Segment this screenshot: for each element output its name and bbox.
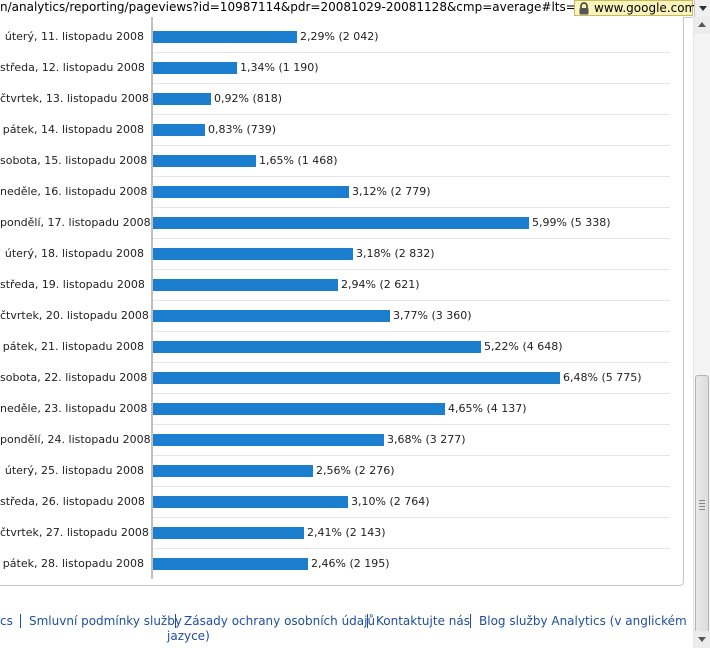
site-domain: www.google.com — [594, 1, 697, 15]
chart-bar[interactable] — [153, 93, 211, 105]
bar-value-label: 1,65% (1 468) — [259, 154, 338, 167]
category-label: pátek, 28. listopadu 2008 — [2, 557, 144, 570]
chart-bar[interactable] — [153, 310, 390, 322]
category-label: neděle, 23. listopadu 2008 — [0, 402, 148, 415]
category-label: úterý, 11. listopadu 2008 — [4, 30, 144, 43]
grip-line — [699, 500, 705, 501]
footer-link-terms[interactable]: Smluvní podmínky služby — [29, 614, 182, 628]
footer: cs Smluvní podmínky služby Zásady ochran… — [0, 600, 693, 648]
category-label: čtvrtek, 20. listopadu 2008 — [0, 309, 149, 322]
bar-value-label: 3,10% (2 764) — [351, 495, 430, 508]
category-label: pondělí, 24. listopadu 2008 — [0, 433, 151, 446]
address-dropdown-button[interactable] — [694, 0, 710, 17]
grip-line — [699, 506, 705, 507]
chart-bar[interactable] — [153, 124, 205, 136]
category-label: úterý, 25. listopadu 2008 — [4, 464, 144, 477]
bar-value-label: 4,65% (4 137) — [448, 402, 527, 415]
bar-value-label: 2,41% (2 143) — [307, 526, 386, 539]
chart-bar[interactable] — [153, 527, 304, 539]
chart-bar[interactable] — [153, 217, 529, 229]
footer-separator — [470, 614, 471, 628]
chart-bar[interactable] — [153, 31, 297, 43]
footer-link-contact[interactable]: Kontaktujte nás — [376, 614, 470, 628]
grip-line — [699, 509, 705, 510]
report-panel: úterý, 11. listopadu 2008 2,29% (2 042) st… — [0, 17, 684, 586]
bar-value-label: 1,34% (1 190) — [240, 61, 319, 74]
chart-bar[interactable] — [153, 155, 256, 167]
lock-icon — [579, 2, 589, 15]
footer-link-blog[interactable]: Blog služby Analytics (v anglickém — [479, 614, 687, 628]
vertical-scrollbar[interactable] — [693, 17, 710, 648]
grip-line — [699, 503, 705, 504]
category-label: úterý, 18. listopadu 2008 — [4, 247, 144, 260]
chart-bar[interactable] — [153, 341, 481, 353]
bar-value-label: 0,83% (739) — [208, 123, 277, 136]
chart-bar[interactable] — [153, 403, 445, 415]
bar-value-label: 2,56% (2 276) — [316, 464, 395, 477]
bar-value-label: 5,22% (4 648) — [484, 340, 563, 353]
category-label: pátek, 21. listopadu 2008 — [2, 340, 144, 353]
category-label: čtvrtek, 27. listopadu 2008 — [0, 526, 149, 539]
bar-value-label: 3,18% (2 832) — [356, 247, 435, 260]
chart-bar[interactable] — [153, 372, 560, 384]
footer-separator — [367, 614, 368, 628]
category-label: pátek, 14. listopadu 2008 — [2, 123, 144, 136]
bar-value-label: 2,46% (2 195) — [311, 557, 390, 570]
footer-separator — [20, 614, 21, 628]
category-label: středa, 12. listopadu 2008 — [0, 61, 145, 74]
footer-link-privacy[interactable]: Zásady ochrany osobních údajů — [184, 614, 376, 628]
category-label: pondělí, 17. listopadu 2008 — [0, 216, 151, 229]
bar-value-label: 3,12% (2 779) — [352, 185, 431, 198]
footer-separator — [175, 614, 176, 628]
bar-value-label: 2,94% (2 621) — [341, 278, 420, 291]
chart-bar[interactable] — [153, 279, 338, 291]
chart-bar[interactable] — [153, 186, 349, 198]
bar-value-label: 5,99% (5 338) — [532, 216, 611, 229]
scroll-down-arrow-icon[interactable] — [694, 631, 710, 648]
category-label: sobota, 15. listopadu 2008 — [0, 154, 148, 167]
chart-bar[interactable] — [153, 496, 348, 508]
footer-link-blog-continued[interactable]: jazyce) — [167, 629, 210, 643]
footer-link-language[interactable]: cs — [0, 614, 13, 628]
chart-bar[interactable] — [153, 434, 384, 446]
site-identity-badge[interactable]: www.google.com — [574, 0, 697, 16]
chart-bar[interactable] — [153, 558, 308, 570]
pageviews-bar-chart — [151, 17, 670, 579]
category-label: čtvrtek, 13. listopadu 2008 — [0, 92, 149, 105]
scroll-thumb[interactable] — [695, 375, 709, 633]
category-label: sobota, 22. listopadu 2008 — [0, 371, 148, 384]
bar-value-label: 3,77% (3 360) — [393, 309, 472, 322]
bar-value-label: 2,29% (2 042) — [300, 30, 379, 43]
category-label: neděle, 16. listopadu 2008 — [0, 185, 148, 198]
address-bar[interactable]: n/analytics/reporting/pageviews?id=10987… — [0, 0, 710, 18]
chart-bar[interactable] — [153, 465, 313, 477]
bar-value-label: 3,68% (3 277) — [387, 433, 466, 446]
category-label: středa, 19. listopadu 2008 — [0, 278, 145, 291]
chart-bar[interactable] — [153, 62, 237, 74]
url-text[interactable]: n/analytics/reporting/pageviews?id=10987… — [0, 0, 676, 14]
bar-value-label: 6,48% (5 775) — [563, 371, 642, 384]
scroll-up-arrow-icon[interactable] — [694, 17, 710, 34]
category-label: středa, 26. listopadu 2008 — [0, 495, 145, 508]
chart-bar[interactable] — [153, 248, 353, 260]
bar-value-label: 0,92% (818) — [214, 92, 283, 105]
